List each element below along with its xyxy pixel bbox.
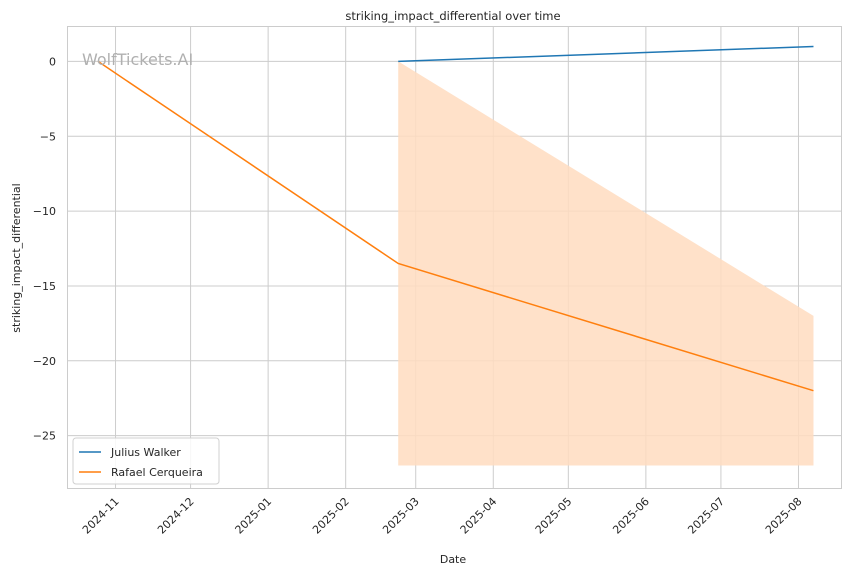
chart-title: striking_impact_differential over time <box>345 9 560 23</box>
y-tick-label: 0 <box>49 55 56 68</box>
series-line <box>97 60 814 392</box>
x-tick-label: 2025-05 <box>533 495 575 537</box>
legend-box <box>72 437 220 485</box>
y-tick-label: −5 <box>40 130 56 143</box>
series-lines <box>97 45 814 392</box>
y-tick-label: −20 <box>33 355 56 368</box>
confidence-bands <box>398 61 814 466</box>
x-tick-label: 2025-08 <box>763 495 805 537</box>
legend-label: Rafael Cerqueira <box>111 466 203 479</box>
y-tick-label: −10 <box>33 205 56 218</box>
x-axis-label: Date <box>440 553 467 566</box>
plot-frame <box>67 26 842 489</box>
y-tick-label: −25 <box>33 430 56 443</box>
y-tick-label: −15 <box>33 280 56 293</box>
x-tick-label: 2025-02 <box>310 495 352 537</box>
legend-label: Julius Walker <box>110 446 181 459</box>
y-axis-ticks: 0 −5 −10 −15 −20 −25 <box>33 55 56 442</box>
x-tick-label: 2024-11 <box>80 495 122 537</box>
x-tick-label: 2024-12 <box>155 495 197 537</box>
series-line <box>398 45 814 63</box>
confidence-band <box>398 61 814 466</box>
x-axis-ticks: 2024-11 2024-12 2025-01 2025-02 2025-03 2025-… <box>80 495 805 537</box>
x-tick-label: 2025-07 <box>685 495 727 537</box>
watermark: WolfTickets.AI <box>82 50 193 69</box>
x-tick-label: 2025-03 <box>380 495 422 537</box>
x-tick-label: 2025-01 <box>233 495 275 537</box>
legend: Julius Walker Rafael Cerqueira <box>72 437 220 485</box>
x-tick-label: 2025-06 <box>610 495 652 537</box>
x-tick-label: 2025-04 <box>458 495 500 537</box>
y-axis-label: striking_impact_differential <box>10 183 23 332</box>
